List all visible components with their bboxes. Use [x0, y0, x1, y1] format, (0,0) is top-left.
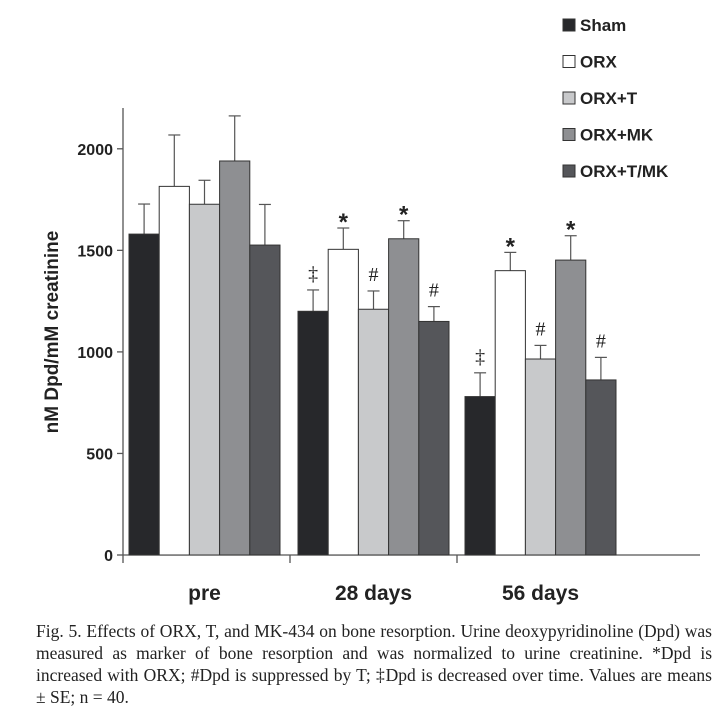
x-category-label: pre — [188, 582, 221, 605]
significance-marker: # — [429, 280, 439, 302]
bar-orx-t-mk — [418, 320, 450, 556]
legend-label: ORX+T — [580, 89, 638, 108]
figure-caption: Fig. 5. Effects of ORX, T, and MK-434 on… — [36, 621, 712, 707]
significance-marker: # — [596, 330, 606, 352]
y-tick-label: 2000 — [77, 142, 113, 159]
significance-marker: # — [369, 264, 379, 286]
bar-sham — [128, 233, 160, 556]
legend-swatch — [562, 164, 576, 178]
y-tick-label: 1000 — [77, 345, 113, 362]
bar-orx-mk — [555, 259, 587, 556]
bar-orx-mk — [219, 160, 251, 556]
significance-marker: ‡ — [308, 263, 318, 285]
y-tick-label: 0 — [104, 548, 113, 565]
bar-orx-t — [188, 203, 221, 556]
y-tick-label: 1500 — [77, 243, 113, 260]
bar-orx — [327, 248, 359, 556]
legend-label: ORX — [580, 53, 618, 72]
x-category-label: 56 days — [502, 582, 579, 605]
y-tick-label: 500 — [86, 446, 113, 463]
bar-orx — [494, 270, 526, 556]
bar-orx-t — [357, 308, 390, 556]
bar-orx-t — [524, 358, 557, 556]
bar-sham — [464, 396, 496, 556]
significance-marker: ‡ — [475, 346, 485, 368]
bar-orx-mk — [388, 238, 420, 556]
bar-orx — [158, 185, 190, 556]
x-category-label: 28 days — [335, 582, 412, 605]
legend-swatch — [562, 91, 576, 105]
significance-marker: * — [566, 217, 576, 244]
bar-orx-t-mk — [585, 379, 617, 556]
y-axis-label: nM Dpd/mM creatinine — [42, 231, 63, 434]
legend-swatch — [562, 55, 576, 68]
legend-label: Sham — [580, 16, 626, 35]
bar-sham — [297, 310, 329, 556]
significance-marker: * — [339, 209, 349, 236]
significance-marker: # — [536, 318, 546, 340]
bar-orx-t-mk — [249, 244, 281, 556]
legend-label: ORX+T/MK — [580, 162, 669, 181]
legend-label: ORX+MK — [580, 126, 654, 145]
legend-swatch — [562, 128, 576, 141]
legend-swatch — [562, 18, 576, 32]
significance-marker: * — [506, 233, 516, 260]
significance-marker: * — [399, 202, 409, 229]
